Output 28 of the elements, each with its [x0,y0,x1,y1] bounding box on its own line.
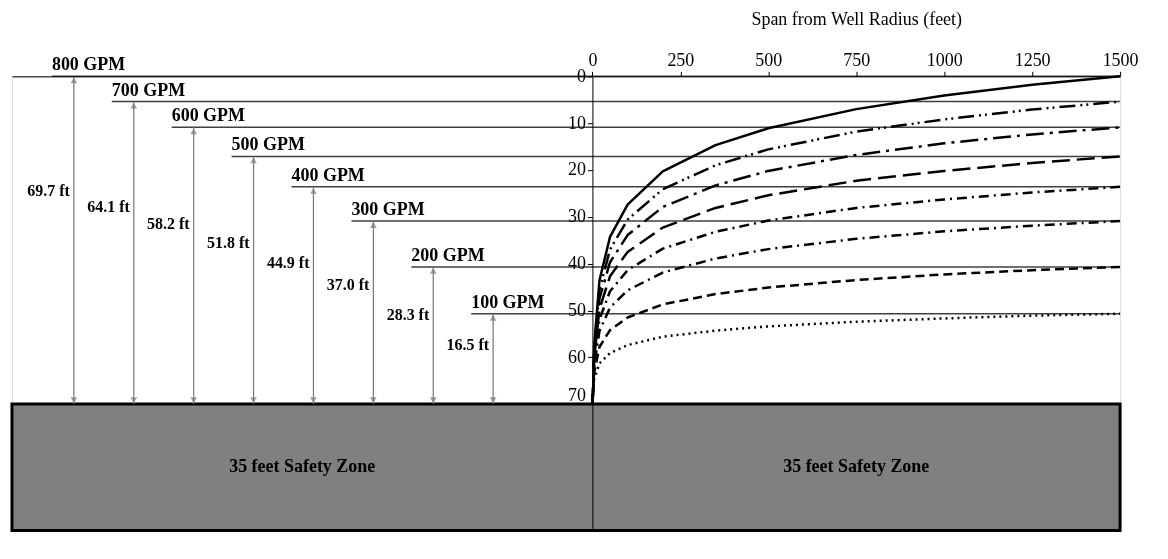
ref-line-label: 200 GPM [411,244,485,265]
annotation: 35 feet Safety Zone [783,456,930,477]
annotation: 58.2 ft [147,215,191,233]
y-tick-label: 70 [567,384,586,405]
y-tick-label: 60 [567,346,586,367]
x-tick-label: 500 [755,49,783,70]
annotation: 44.9 ft [266,253,311,271]
x-tick-label: 250 [667,49,695,70]
ref-line-label: 500 GPM [231,134,305,155]
ref-line-label: 300 GPM [351,199,425,220]
ref-line-label: 700 GPM [111,79,186,100]
x-tick-label: 1000 [926,49,963,70]
annotation: 64.1 ft [87,198,131,216]
annotation: 69.7 ft [27,182,71,200]
x-tick-label: 1500 [1102,49,1139,70]
annotation: 37.0 ft [326,276,371,294]
annotation: 51.8 ft [206,234,251,252]
x-axis-title: Span from Well Radius (feet) [751,8,963,30]
ref-line-label: 600 GPM [171,105,246,126]
x-tick-label: 1250 [1014,49,1051,70]
x-tick-label: 750 [843,49,871,70]
ref-line-label: 800 GPM [51,54,126,75]
ref-line-label: 100 GPM [471,291,545,312]
annotation: 35 feet Safety Zone [229,456,376,477]
y-tick-label: 20 [567,159,586,180]
annotation: 28.3 ft [386,305,430,323]
ref-line-label: 400 GPM [291,164,365,185]
annotation: 16.5 ft [446,336,490,354]
